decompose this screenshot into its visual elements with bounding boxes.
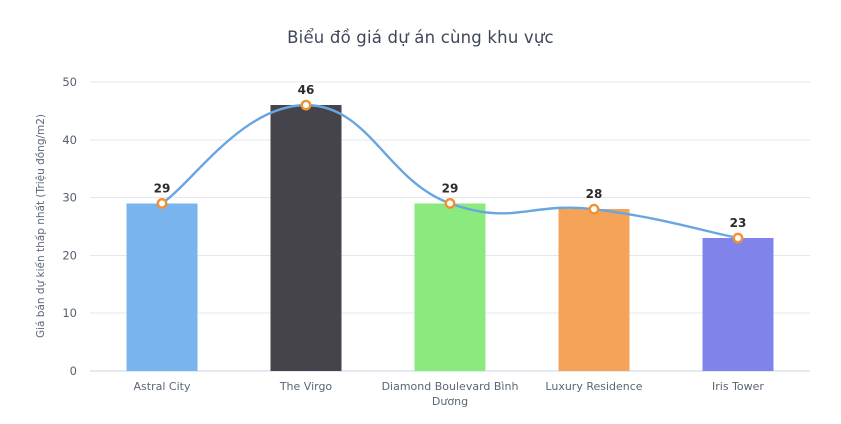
y-axis-title: Giá bán dự kiến thấp nhất (Triệu đồng/m2… bbox=[35, 114, 47, 338]
y-axis-tick-labels: 0 10 20 30 40 50 bbox=[62, 75, 77, 378]
bar[interactable] bbox=[126, 203, 198, 371]
y-axis-tick-label: 20 bbox=[62, 248, 77, 262]
trend-line-path bbox=[160, 103, 740, 240]
y-axis-tick-label: 30 bbox=[62, 191, 77, 205]
bar-series bbox=[126, 105, 774, 372]
x-axis-tick-label[interactable]: Luxury Residence bbox=[545, 380, 642, 393]
y-axis-tick-label: 50 bbox=[62, 75, 77, 89]
y-axis-tick-label: 40 bbox=[62, 133, 77, 147]
y-axis-tick-label: 10 bbox=[62, 306, 77, 320]
bar[interactable] bbox=[414, 203, 486, 371]
data-point-marker[interactable] bbox=[588, 203, 600, 215]
trend-line-markers bbox=[156, 99, 744, 244]
x-axis-tick-label[interactable]: Astral City bbox=[134, 380, 191, 393]
data-value-labels: 29 46 29 28 23 bbox=[154, 83, 747, 230]
chart-title: Biểu đồ giá dự án cùng khu vực bbox=[287, 28, 554, 47]
data-value-label: 29 bbox=[442, 181, 459, 195]
data-value-label: 29 bbox=[154, 181, 171, 195]
data-value-label: 46 bbox=[298, 83, 315, 97]
data-value-label: 23 bbox=[730, 216, 747, 230]
data-point-marker[interactable] bbox=[444, 197, 456, 209]
data-point-marker[interactable] bbox=[156, 197, 168, 209]
x-axis-tick-label[interactable]: Iris Tower bbox=[712, 380, 764, 393]
data-value-label: 28 bbox=[586, 187, 603, 201]
data-point-marker[interactable] bbox=[300, 99, 312, 111]
x-axis-tick-label[interactable]: Diamond Boulevard Bình Dương bbox=[382, 380, 519, 408]
y-axis-title-text: Giá bán dự kiến thấp nhất (Triệu đồng/m2… bbox=[35, 114, 47, 338]
bar[interactable] bbox=[558, 209, 630, 371]
x-axis-tick-labels: Astral City The Virgo Diamond Boulevard Bì… bbox=[134, 380, 765, 408]
trend-line-series bbox=[160, 103, 740, 240]
bar[interactable] bbox=[270, 105, 342, 372]
data-point-marker[interactable] bbox=[732, 232, 744, 244]
y-axis-tick-label: 0 bbox=[70, 364, 77, 378]
x-axis-tick-label[interactable]: The Virgo bbox=[279, 380, 333, 393]
bar[interactable] bbox=[702, 238, 774, 371]
